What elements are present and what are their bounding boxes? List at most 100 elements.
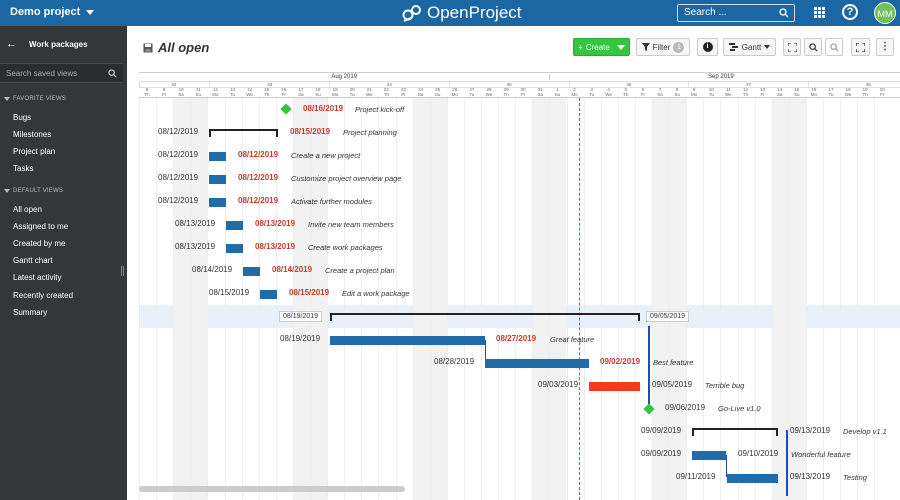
day-column: [823, 98, 840, 500]
task-bar[interactable]: [485, 359, 589, 368]
task-bar[interactable]: [226, 221, 243, 230]
task-bar[interactable]: [727, 474, 778, 483]
zoom-in-icon: [808, 42, 818, 52]
save-icon[interactable]: [143, 43, 153, 53]
row-end-date: 08/12/2019: [238, 196, 279, 205]
zoom-auto-button[interactable]: [783, 38, 801, 56]
project-name: Demo project: [10, 6, 81, 18]
row-start-date: 08/12/2019: [158, 173, 199, 182]
day-column: [498, 98, 515, 500]
global-search-input[interactable]: Search ...: [677, 4, 795, 22]
filter-icon: [641, 43, 650, 51]
gantt-toggle-button[interactable]: Gantt: [723, 38, 776, 56]
sidebar-item-summary[interactable]: Summary: [13, 308, 48, 317]
top-bar: Demo project OpenProject Search ... ? MM: [0, 0, 900, 26]
row-label: Best feature: [653, 358, 694, 367]
row-end-date: 09/10/2019: [738, 449, 779, 458]
sidebar-item-created-by-me[interactable]: Created by me: [13, 239, 66, 248]
task-bar[interactable]: [692, 451, 726, 460]
task-bar[interactable]: [209, 198, 226, 207]
sidebar-resize-handle[interactable]: [121, 266, 124, 276]
day-label: 27 Tu: [469, 87, 475, 97]
sidebar-item-project-plan[interactable]: Project plan: [13, 147, 56, 156]
day-column: [481, 98, 498, 500]
row-end-date: 08/15/2019: [290, 127, 331, 136]
task-bar[interactable]: [209, 152, 226, 161]
more-menu-button[interactable]: ⋮: [876, 38, 894, 56]
row-end-date: 08/16/2019: [303, 104, 344, 113]
view-title: All open: [158, 40, 210, 55]
summary-bracket[interactable]: [209, 129, 278, 137]
day-label: 26 Mo: [451, 87, 458, 97]
fullscreen-button[interactable]: [851, 38, 870, 56]
day-label: 8 Th: [144, 87, 150, 97]
month-label: Sep 2019: [549, 74, 891, 80]
day-label: 31 Sa: [537, 87, 544, 97]
bug-bar[interactable]: [589, 382, 640, 391]
sidebar-header: ← Work packages: [0, 38, 127, 52]
sidebar-item-tasks[interactable]: Tasks: [13, 164, 34, 173]
week-label: 35: [448, 82, 569, 88]
summary-bracket[interactable]: [330, 313, 640, 321]
sidebar-title: Work packages: [29, 40, 88, 49]
day-label: 18 We: [844, 87, 852, 97]
create-button[interactable]: + Create: [573, 38, 630, 56]
horizontal-scrollbar[interactable]: [139, 486, 405, 492]
avatar[interactable]: MM: [874, 2, 896, 24]
zoom-in-button[interactable]: [804, 38, 822, 56]
day-column: [463, 98, 481, 500]
day-column: [669, 98, 687, 500]
collapse-icon: [4, 189, 10, 193]
day-label: 11 Su: [195, 87, 202, 97]
day-column: [788, 98, 806, 500]
day-column: [737, 98, 755, 500]
task-bar[interactable]: [330, 336, 485, 345]
day-label: 28 We: [485, 87, 493, 97]
day-label: 20 Fr: [879, 87, 885, 97]
sidebar-item-assigned-to-me[interactable]: Assigned to me: [13, 222, 69, 231]
sidebar-item-latest-activity[interactable]: Latest activity: [13, 273, 62, 282]
project-selector[interactable]: Demo project: [10, 6, 95, 18]
zoom-out-button[interactable]: [825, 38, 843, 56]
sidebar-item-bugs[interactable]: Bugs: [13, 113, 32, 122]
task-bar[interactable]: [209, 175, 226, 184]
day-label: 14 Sa: [776, 87, 783, 97]
relation-line: [726, 455, 727, 477]
day-column: [412, 98, 430, 500]
modules-grid-icon[interactable]: [814, 7, 825, 18]
back-arrow-icon[interactable]: ←: [6, 38, 17, 50]
row-end-date: 09/05/2019: [646, 311, 690, 322]
sidebar-item-recently-created[interactable]: Recently created: [13, 291, 74, 300]
row-label: Project planning: [343, 128, 397, 137]
sidebar-item-milestones[interactable]: Milestones: [13, 130, 52, 139]
zoom-fit-icon: [787, 42, 797, 52]
row-start-date: 08/19/2019: [279, 311, 323, 322]
day-column: [378, 98, 395, 500]
row-label: Create a new project: [291, 151, 361, 160]
row-end-date: 09/13/2019: [790, 472, 831, 481]
task-bar[interactable]: [260, 290, 277, 299]
row-end-date: 09/13/2019: [790, 426, 831, 435]
details-button[interactable]: i: [697, 38, 718, 56]
week-label: 34: [329, 82, 449, 88]
filter-button[interactable]: Filter 1: [636, 38, 690, 56]
row-label: Activate further modules: [291, 197, 372, 206]
row-start-date: 09/09/2019: [641, 449, 682, 458]
day-column: [617, 98, 635, 500]
gantt-icon: [728, 43, 738, 51]
row-start-date: 08/13/2019: [175, 219, 216, 228]
row-start-date: 08/28/2019: [434, 357, 475, 366]
row-label: Testing: [843, 473, 867, 482]
sidebar-item-all-open[interactable]: All open: [13, 205, 42, 214]
day-label: 17 Tu: [828, 87, 834, 97]
saved-views-search-input[interactable]: Search saved views: [0, 63, 123, 83]
task-bar[interactable]: [226, 244, 243, 253]
day-column: [583, 98, 601, 500]
sidebar-item-gantt-chart[interactable]: Gantt chart: [13, 256, 53, 265]
summary-bracket[interactable]: [692, 428, 778, 436]
task-bar[interactable]: [243, 267, 260, 276]
openproject-logo[interactable]: OpenProject: [402, 2, 522, 24]
relation-line: [485, 340, 486, 362]
day-column: [395, 98, 413, 500]
help-icon[interactable]: ?: [842, 4, 858, 20]
